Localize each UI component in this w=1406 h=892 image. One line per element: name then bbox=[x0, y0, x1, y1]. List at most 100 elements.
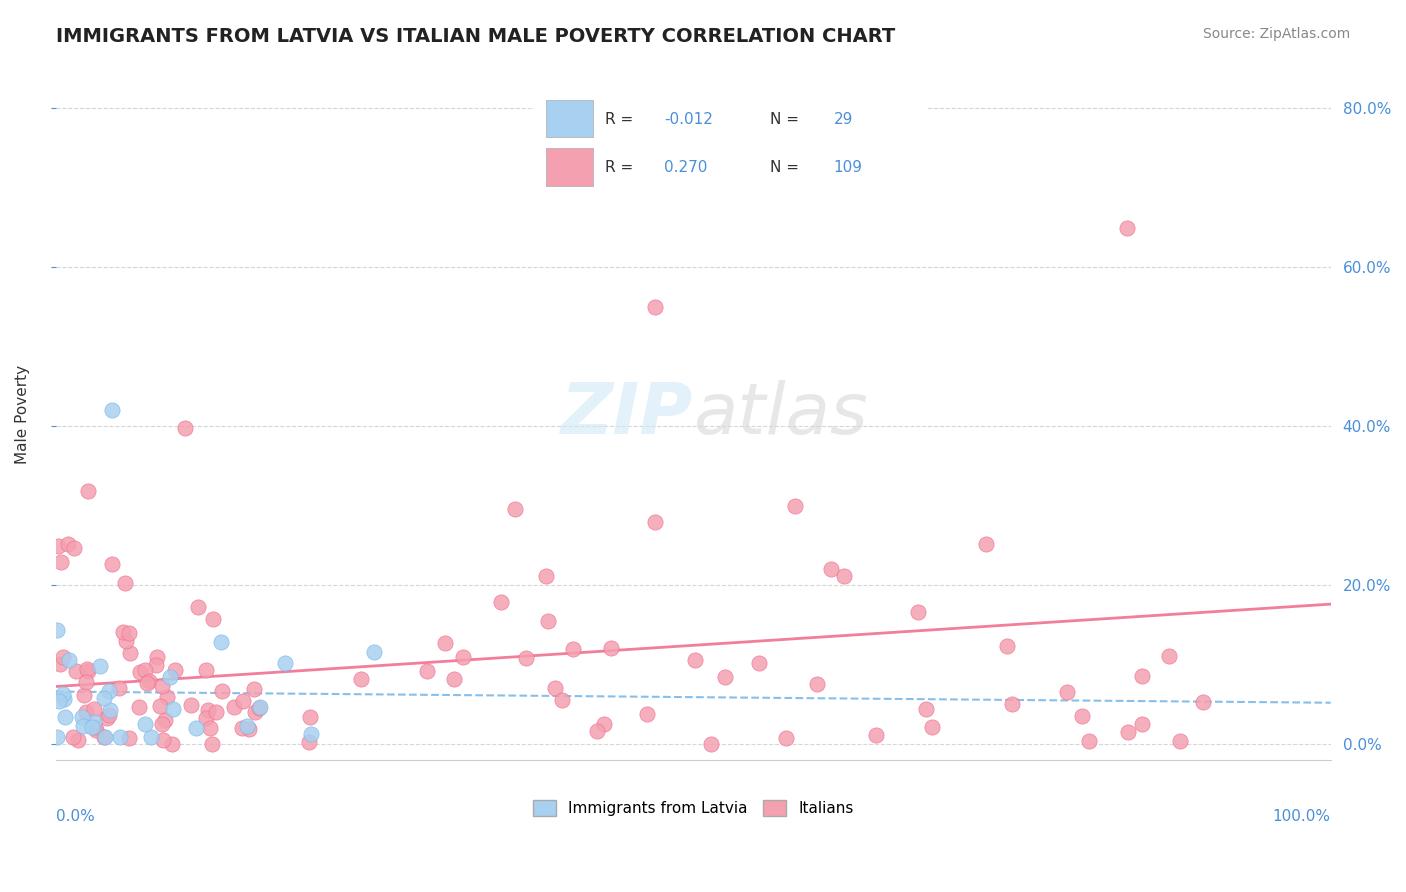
Point bbox=[174, 421, 197, 435]
Point bbox=[49, 555, 72, 569]
Text: atlas: atlas bbox=[693, 380, 868, 449]
Point bbox=[236, 719, 259, 733]
Point bbox=[247, 701, 270, 715]
Text: R =: R = bbox=[605, 160, 638, 175]
Y-axis label: Male Poverty: Male Poverty bbox=[15, 365, 30, 464]
Point bbox=[53, 691, 76, 706]
Point bbox=[46, 624, 69, 638]
Point bbox=[62, 730, 84, 744]
Point bbox=[46, 730, 69, 744]
Point bbox=[995, 639, 1018, 653]
Text: 100.0%: 100.0% bbox=[1272, 809, 1330, 824]
Text: 0.0%: 0.0% bbox=[56, 809, 94, 824]
Point bbox=[503, 502, 526, 516]
Point bbox=[350, 672, 373, 686]
Point bbox=[93, 730, 115, 744]
Point bbox=[201, 612, 224, 626]
Point bbox=[416, 665, 439, 679]
Point bbox=[72, 688, 94, 702]
Text: -0.012: -0.012 bbox=[664, 112, 713, 127]
Point bbox=[77, 665, 100, 679]
Point bbox=[145, 658, 167, 673]
Point bbox=[205, 705, 228, 719]
Point bbox=[1071, 709, 1094, 723]
Point bbox=[298, 735, 321, 749]
Point bbox=[713, 670, 735, 684]
Point bbox=[83, 719, 105, 733]
Point bbox=[184, 721, 207, 735]
Point bbox=[593, 717, 616, 731]
Point bbox=[683, 652, 706, 666]
Point bbox=[160, 737, 183, 751]
Point bbox=[66, 732, 89, 747]
Point bbox=[75, 674, 97, 689]
Point bbox=[149, 698, 172, 713]
Point bbox=[72, 719, 94, 733]
Point bbox=[211, 684, 233, 698]
Point bbox=[136, 676, 159, 690]
Point bbox=[96, 711, 118, 725]
Point bbox=[141, 730, 163, 744]
Point bbox=[1192, 695, 1215, 709]
Point bbox=[585, 723, 607, 738]
Point bbox=[65, 664, 87, 678]
Point bbox=[1056, 684, 1078, 698]
Point bbox=[299, 727, 322, 741]
Point bbox=[58, 537, 80, 551]
Point bbox=[120, 646, 142, 660]
Point bbox=[58, 653, 80, 667]
Point bbox=[820, 562, 842, 576]
Point bbox=[153, 713, 176, 727]
Point bbox=[921, 720, 943, 734]
Point bbox=[118, 626, 141, 640]
Point bbox=[52, 687, 75, 701]
Point bbox=[76, 484, 98, 499]
Point bbox=[915, 702, 938, 716]
Text: N =: N = bbox=[770, 160, 804, 175]
Point bbox=[195, 663, 218, 677]
Point bbox=[561, 642, 583, 657]
Point bbox=[550, 692, 572, 706]
Text: ZIP: ZIP bbox=[561, 380, 693, 449]
Point bbox=[108, 730, 131, 744]
Point bbox=[197, 703, 219, 717]
Point bbox=[76, 662, 98, 676]
FancyBboxPatch shape bbox=[526, 87, 936, 198]
Point bbox=[134, 716, 156, 731]
Point bbox=[89, 659, 111, 673]
Point bbox=[101, 557, 124, 571]
Bar bbox=[546, 100, 593, 137]
Point bbox=[243, 705, 266, 719]
Point bbox=[537, 615, 560, 629]
Point bbox=[1116, 724, 1139, 739]
Point bbox=[976, 537, 998, 551]
Point bbox=[138, 673, 160, 688]
Text: IMMIGRANTS FROM LATVIA VS ITALIAN MALE POVERTY CORRELATION CHART: IMMIGRANTS FROM LATVIA VS ITALIAN MALE P… bbox=[56, 27, 896, 45]
Text: 109: 109 bbox=[834, 160, 862, 175]
Point bbox=[1001, 697, 1024, 711]
Point bbox=[209, 634, 232, 648]
Point bbox=[156, 690, 179, 704]
Point bbox=[128, 665, 150, 680]
Bar bbox=[546, 148, 593, 186]
Point bbox=[451, 649, 474, 664]
Point bbox=[134, 663, 156, 677]
Point bbox=[434, 636, 457, 650]
Point bbox=[699, 737, 721, 751]
Point bbox=[832, 569, 855, 583]
Point bbox=[98, 708, 121, 723]
Point bbox=[363, 645, 385, 659]
Point bbox=[107, 681, 129, 695]
Point bbox=[907, 606, 929, 620]
Point bbox=[86, 723, 108, 737]
Point bbox=[298, 709, 321, 723]
Point bbox=[198, 721, 221, 735]
Point bbox=[748, 656, 770, 670]
Point bbox=[83, 715, 105, 730]
Point bbox=[1115, 220, 1137, 235]
Legend: Immigrants from Latvia, Italians: Immigrants from Latvia, Italians bbox=[527, 794, 859, 822]
Point bbox=[128, 700, 150, 714]
Point bbox=[93, 730, 115, 744]
Point bbox=[489, 595, 512, 609]
Text: N =: N = bbox=[770, 112, 804, 127]
